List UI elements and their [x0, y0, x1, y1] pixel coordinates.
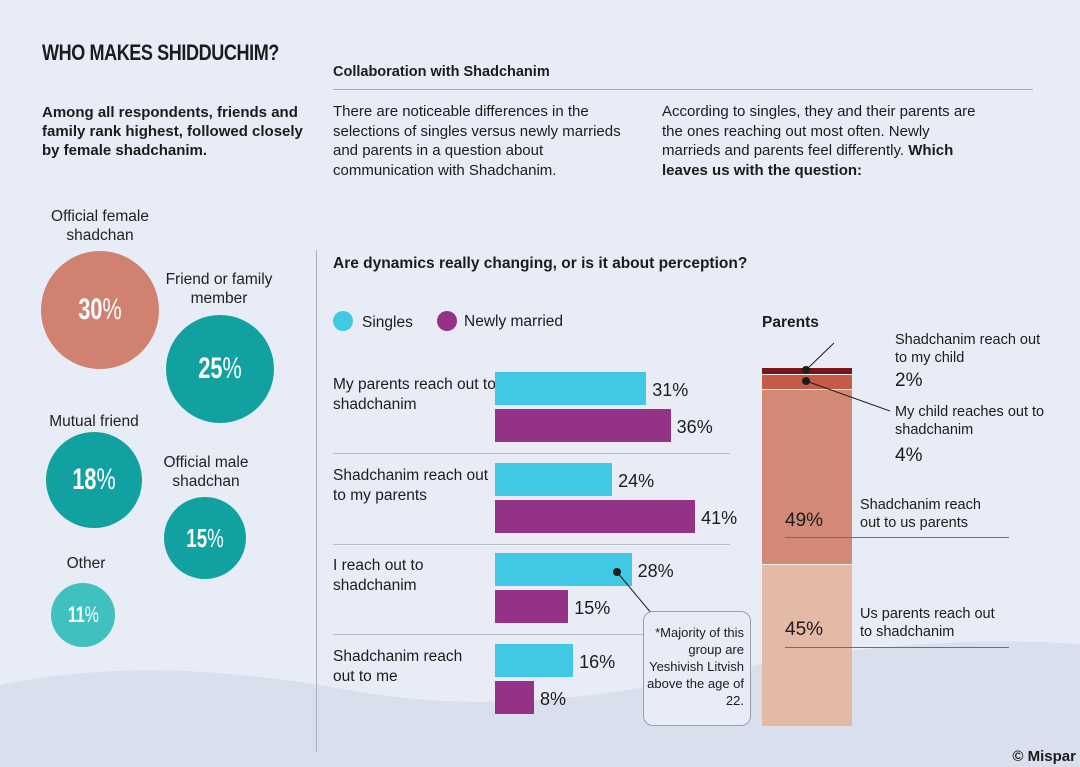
- stack-value-child-reaches: 4%: [895, 445, 923, 466]
- stack-underline: [785, 647, 1009, 648]
- bubble-friend-family: 25%: [166, 315, 274, 423]
- bar-newly-married: [495, 500, 696, 533]
- collab-paragraph-1: There are noticeable differences in the …: [333, 103, 621, 179]
- bar-value-label: 15%: [574, 598, 611, 618]
- copyright: © Mispar: [1012, 748, 1076, 765]
- bubble-label-male-shadchan: Official male shadchan: [163, 454, 249, 490]
- row-separator: [333, 634, 730, 635]
- bar-value-label: 31%: [652, 380, 689, 400]
- stack-label-shadchanim-reach-parents: Shadchanim reach out to us parents: [860, 497, 981, 531]
- stack-value-parents-reach: 45%: [785, 619, 824, 640]
- stack-label-child-reached: Shadchanim reach out to my child: [895, 332, 1041, 366]
- bubble-mutual-friend: 18%: [46, 432, 142, 528]
- bar-singles: [495, 553, 632, 586]
- legend-singles-label: Singles: [362, 314, 413, 331]
- section-divider: [316, 250, 317, 752]
- category-label: I reach out to shadchanim: [333, 557, 424, 594]
- bar-value-label: 8%: [540, 689, 567, 709]
- stack-label-child-reaches: My child reaches out to shadchanim: [895, 404, 1045, 438]
- bar-newly-married: [495, 590, 569, 623]
- bar-singles: [495, 463, 613, 496]
- stack-underline: [785, 537, 1009, 538]
- bubble-other: 11%: [51, 583, 115, 647]
- bar-singles: [495, 372, 647, 405]
- bar-value-label: 36%: [676, 417, 713, 437]
- row-separator: [333, 544, 730, 545]
- bar-singles: [495, 644, 574, 677]
- stack-segment: [762, 388, 852, 565]
- bar-newly-married: [495, 409, 671, 442]
- stack-value-shadchanim-reach-parents: 49%: [785, 510, 824, 531]
- stack-label-parents-reach: Us parents reach out to shadchanim: [860, 606, 995, 640]
- bubble-female-shadchan: 30%: [41, 251, 159, 369]
- stack-segment: [762, 564, 852, 726]
- intro-text: Among all respondents, friends and famil…: [42, 104, 303, 159]
- collab-paragraph-2-bold: Which leaves us with the question:: [662, 142, 954, 179]
- note-leader: [613, 568, 653, 615]
- stack-leaders: [802, 342, 891, 412]
- bar-newly-married: [495, 681, 535, 714]
- legend-newly-married-label: Newly married: [464, 313, 564, 330]
- question-heading: Are dynamics really changing, or is it a…: [333, 255, 748, 272]
- category-label: My parents reach out to shadchanim: [333, 376, 496, 413]
- footnote-box: *Majority of this group are Yeshivish Li…: [643, 611, 751, 726]
- row-separator: [333, 453, 730, 454]
- legend-newly-married-dot: [437, 311, 457, 331]
- stack-value-child-reached: 2%: [895, 370, 923, 391]
- collab-heading: Collaboration with Shadchanim: [333, 64, 550, 80]
- collab-paragraph-2-text: According to singles, they and their par…: [662, 103, 976, 159]
- collab-paragraph-2: According to singles, they and their par…: [662, 102, 982, 180]
- bar-value-label: 28%: [637, 561, 674, 581]
- bubble-label-female-shadchan: Official female shadchan: [51, 208, 149, 244]
- bubble-label-other: Other: [66, 555, 106, 572]
- bubble-label-friend-family: Friend or family member: [165, 271, 273, 307]
- bar-value-label: 24%: [618, 471, 655, 491]
- bar-value-label: 41%: [701, 508, 738, 528]
- legend-singles-dot: [333, 311, 353, 331]
- category-label: Shadchanim reach out to my parents: [333, 467, 489, 504]
- heading-rule: [333, 89, 1033, 90]
- bubble-label-mutual-friend: Mutual friend: [49, 413, 139, 430]
- parents-chart-title: Parents: [762, 314, 819, 331]
- bar-value-label: 16%: [579, 652, 616, 672]
- category-label: Shadchanim reach out to me: [333, 648, 463, 685]
- bubble-male-shadchan: 15%: [164, 497, 246, 579]
- page-title: WHO MAKES SHIDDUCHIM?: [42, 40, 279, 65]
